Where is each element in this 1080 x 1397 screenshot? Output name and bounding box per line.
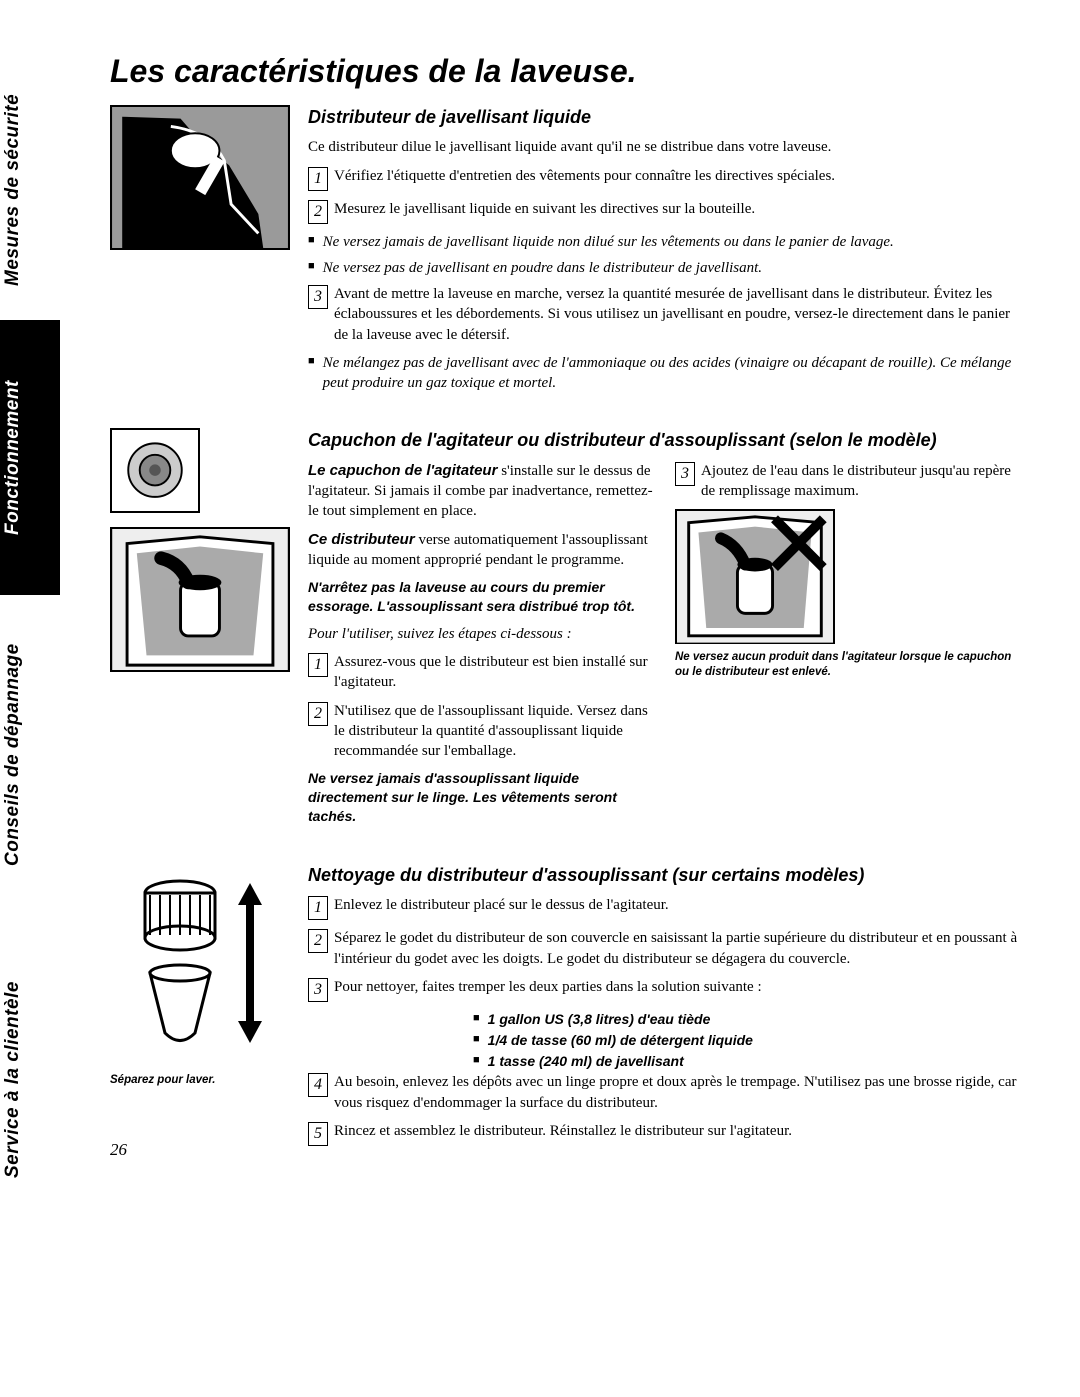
section-bleach-dispenser: Distributeur de javellisant liquide Ce d… [110,105,1020,399]
step-number-icon: 2 [308,702,328,726]
solution-list: 1 gallon US (3,8 litres) d'eau tiède 1/4… [308,1010,1020,1071]
softener-step3: Ajoutez de l'eau dans le distributeur ju… [701,461,1020,502]
howto-intro: Pour l'utiliser, suivez les étapes ci-de… [308,624,653,644]
section-cleaning-dispenser: Séparez pour laver. Nettoyage du distrib… [110,862,1020,1154]
step-number-icon: 1 [308,896,328,920]
step-number-icon: 5 [308,1122,328,1146]
stop-warning: N'arrêtez pas la laveuse au cours du pre… [308,578,653,616]
clean-step3: Pour nettoyer, faites tremper les deux p… [334,977,1020,997]
bleach-step2: Mesurez le javellisant liquide en suivan… [334,199,1020,219]
heading-softener: Capuchon de l'agitateur ou distributeur … [308,428,1020,452]
bleach-step3: Avant de mettre la laveuse en marche, ve… [334,284,1020,345]
softener-step2: N'utilisez que de l'assouplissant liquid… [334,701,653,762]
step-number-icon: 2 [308,200,328,224]
step-number-icon: 1 [308,167,328,191]
clean-step2: Séparez le godet du distributeur de son … [334,928,1020,969]
step-number-icon: 3 [308,978,328,1002]
step-number-icon: 3 [308,285,328,309]
step-number-icon: 2 [308,929,328,953]
dispenser-paragraph: Ce distributeur verse automatiquement l'… [308,530,653,571]
clean-step5: Rincez et assemblez le distributeur. Réi… [334,1121,1020,1141]
heading-bleach-dispenser: Distributeur de javellisant liquide [308,105,1020,129]
bleach-warning-1: Ne versez jamais de javellisant liquide … [308,232,1020,252]
illustration-agitator-cap [110,428,200,513]
step-number-icon: 1 [308,653,328,677]
page-number: 26 [110,1139,127,1162]
bleach-intro: Ce distributeur dilue le javellisant liq… [308,137,1020,157]
bleach-warning-2: Ne versez pas de javellisant en poudre d… [308,258,1020,278]
heading-cleaning: Nettoyage du distributeur d'assouplissan… [308,863,1020,887]
step-number-icon: 4 [308,1073,328,1097]
page-title: Les caractéristiques de la laveuse. [110,50,1020,93]
separate-caption: Séparez pour laver. [110,1073,290,1087]
illustration-separate-to-wash [110,863,290,1053]
illustration-softener-pour [110,527,290,672]
clean-step4: Au besoin, enlevez les dépôts avec un li… [334,1072,1020,1113]
step-number-icon: 3 [675,462,695,486]
never-pour-warning: Ne versez jamais d'assouplissant liquide… [308,769,653,826]
bleach-step1: Vérifiez l'étiquette d'entretien des vêt… [334,166,1020,186]
no-pour-caption: Ne versez aucun produit dans l'agitateur… [675,650,1020,679]
clean-step1: Enlevez le distributeur placé sur le des… [334,895,1020,915]
illustration-no-pour-agitator [675,509,835,644]
section-softener-dispenser: Capuchon de l'agitateur ou distributeur … [110,427,1020,834]
bleach-warning-3: Ne mélangez pas de javellisant avec de l… [308,353,1020,394]
softener-step1: Assurez-vous que le distributeur est bie… [334,652,653,693]
illustration-pouring-bleach [110,105,290,250]
cap-paragraph: Le capuchon de l'agitateur s'installe su… [308,461,653,522]
